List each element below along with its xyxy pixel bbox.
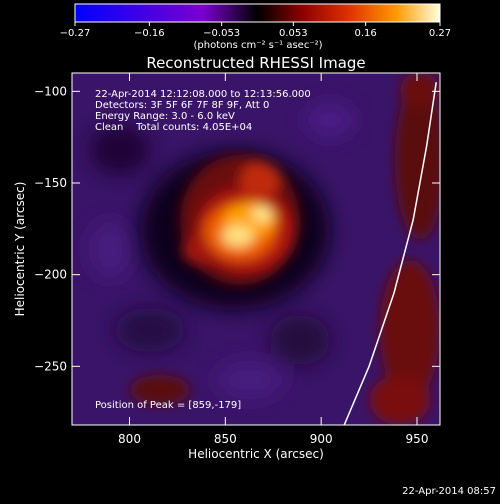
colorbar-tick-label: 0.053 [279,28,308,39]
footer-timestamp: 22-Apr-2014 08:57 [402,486,496,497]
x-tick-label: 800 [118,432,141,446]
colorbar-tick-label: −0.16 [134,28,165,39]
y-tick-label: −150 [34,176,67,190]
colorbar-tick-label: 0.27 [429,28,451,39]
colorbar-tick-label: −0.053 [203,28,240,39]
x-tick-label: 900 [310,432,333,446]
annotation-time-range: 22-Apr-2014 12:12:08.000 to 12:13:56.000 [95,89,311,100]
colorbar-ticks: −0.27 −0.16 −0.053 0.053 0.16 0.27 [60,22,451,39]
x-tick-label: 950 [406,432,429,446]
solar-limb-line [343,82,437,425]
annotation-energy-range: Energy Range: 3.0 - 6.0 keV [95,111,235,122]
y-tick-label: −250 [34,359,67,373]
colorbar-unit-label: (photons cm⁻² s⁻¹ asec⁻²) [193,40,322,51]
x-tick-label: 850 [214,432,237,446]
axis-ticks: 800 850 900 950 −100 −150 −200 −250 [34,73,440,446]
colorbar-tick-label: −0.27 [60,28,91,39]
colorbar-tick-label: 0.16 [355,28,377,39]
y-tick-label: −200 [34,268,67,282]
y-axis-label: Heliocentric Y (arcsec) [13,182,27,317]
y-tick-label: −100 [34,84,67,98]
info-annotations: 22-Apr-2014 12:12:08.000 to 12:13:56.000… [95,89,311,133]
plot-frame [71,72,441,426]
annotation-detectors: Detectors: 3F 5F 6F 7F 8F 9F, Att 0 [95,100,269,111]
chart-title: Reconstructed RHESSI Image [146,54,365,72]
peak-position-label: Position of Peak = [859,-179] [95,400,241,411]
heatmap-image [72,73,440,425]
colorbar [74,3,441,23]
annotation-counts: Clean Total counts: 4.05E+04 [95,122,252,133]
x-axis-label: Heliocentric X (arcsec) [188,447,324,461]
